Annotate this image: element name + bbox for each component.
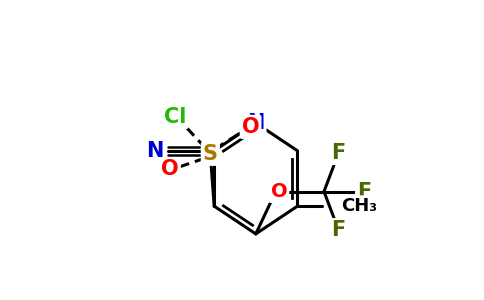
Text: S: S bbox=[203, 144, 218, 164]
Text: O: O bbox=[161, 159, 179, 179]
Text: Cl: Cl bbox=[164, 107, 187, 127]
Text: F: F bbox=[331, 143, 345, 163]
Text: CH₃: CH₃ bbox=[342, 197, 378, 215]
Text: N: N bbox=[247, 113, 264, 133]
Text: F: F bbox=[357, 182, 371, 202]
Text: F: F bbox=[331, 220, 345, 240]
Text: O: O bbox=[271, 182, 287, 201]
Text: O: O bbox=[242, 117, 259, 137]
Text: N: N bbox=[147, 141, 164, 161]
